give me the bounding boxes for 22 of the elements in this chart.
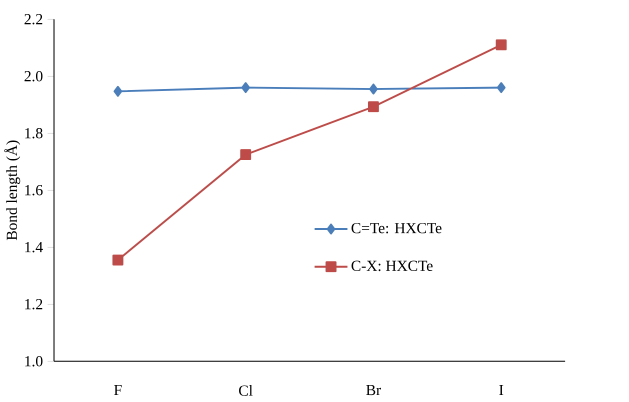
y-tick-label: 1.0 <box>25 356 42 367</box>
x-tick-label: F <box>114 385 122 396</box>
y-tick-label: 2.2 <box>24 14 42 25</box>
point <box>114 86 122 97</box>
y-axis-title: Bond length (Å) <box>4 140 20 240</box>
point <box>496 40 507 51</box>
point <box>496 82 506 94</box>
x-tick-label: Cl <box>239 385 253 396</box>
point <box>241 82 250 94</box>
y-tick-label: 1.6 <box>25 185 43 196</box>
y-tick-label: 1.2 <box>25 299 42 310</box>
point <box>369 84 378 95</box>
point <box>368 101 379 112</box>
y-tick-label: 2.0 <box>24 71 42 82</box>
x-tick-label: Br <box>366 385 381 396</box>
point <box>240 149 252 160</box>
y-tick-label: 1.8 <box>25 128 42 139</box>
y-tick-label: 1.4 <box>25 242 43 253</box>
legend-label: C-X: HXCTe <box>352 260 433 272</box>
x-tick-label: I <box>499 385 504 396</box>
point <box>112 254 124 266</box>
legend-label: C=Te: HXCTe <box>352 223 442 234</box>
